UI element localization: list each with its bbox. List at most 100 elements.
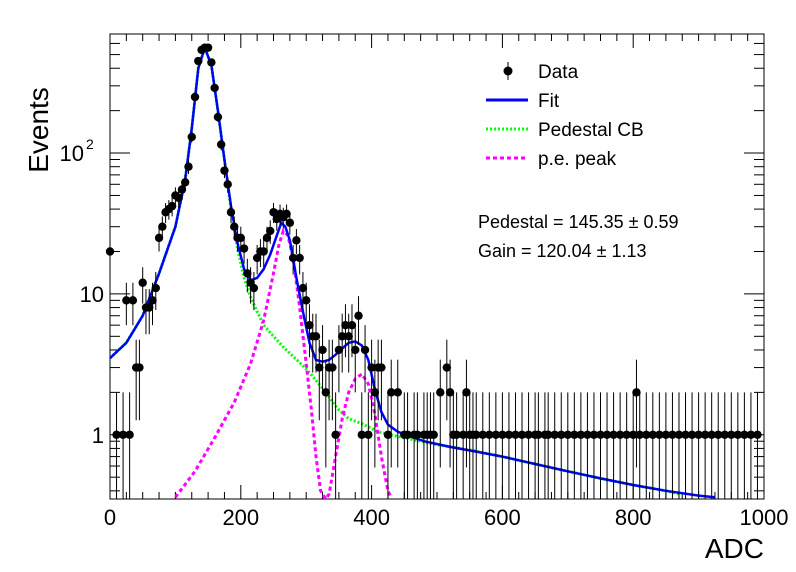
data-point bbox=[354, 311, 363, 320]
data-point bbox=[700, 430, 710, 439]
data-point bbox=[226, 208, 236, 217]
data-point bbox=[220, 166, 229, 175]
data-point bbox=[442, 363, 452, 372]
data-point bbox=[642, 430, 651, 439]
legend-marker-data bbox=[503, 66, 513, 76]
data-point bbox=[478, 430, 487, 439]
x-tick-label: 800 bbox=[615, 505, 652, 530]
data-point bbox=[344, 332, 353, 341]
data-point bbox=[602, 430, 612, 439]
data-point bbox=[252, 253, 262, 263]
data-point bbox=[543, 430, 553, 439]
data-point bbox=[243, 269, 252, 278]
data-point bbox=[472, 430, 481, 439]
data-point bbox=[213, 112, 223, 122]
data-point bbox=[315, 363, 324, 372]
data-point bbox=[305, 320, 314, 330]
data-point bbox=[292, 236, 301, 245]
data-point bbox=[694, 430, 703, 439]
data-point bbox=[190, 92, 200, 102]
data-point bbox=[524, 430, 533, 439]
data-point bbox=[216, 140, 226, 149]
data-point bbox=[177, 185, 187, 194]
data-point bbox=[318, 345, 327, 355]
data-point bbox=[295, 253, 304, 263]
data-point bbox=[387, 388, 396, 397]
data-point bbox=[321, 388, 331, 397]
data-point bbox=[298, 283, 308, 293]
data-point bbox=[269, 208, 278, 217]
data-point bbox=[364, 430, 373, 439]
data-point bbox=[360, 345, 370, 355]
data-point bbox=[145, 303, 154, 312]
data-point bbox=[125, 430, 134, 439]
data-point bbox=[122, 296, 131, 305]
data-point bbox=[135, 363, 144, 372]
data-point bbox=[282, 209, 291, 219]
data-point bbox=[632, 388, 641, 397]
data-point bbox=[128, 296, 138, 305]
data-point bbox=[429, 430, 438, 439]
data-point bbox=[629, 430, 638, 439]
data-point bbox=[550, 430, 559, 439]
data-point bbox=[112, 430, 121, 439]
data-point bbox=[413, 430, 422, 439]
x-tick-label: 1000 bbox=[740, 505, 789, 530]
data-point bbox=[733, 430, 743, 439]
legend-label: Data bbox=[538, 62, 579, 83]
data-point bbox=[302, 296, 311, 305]
fit-result-text: Gain = 120.04 ± 1.13 bbox=[478, 241, 647, 261]
data-point bbox=[207, 58, 216, 67]
data-point bbox=[583, 430, 592, 439]
data-point bbox=[154, 233, 164, 243]
data-point bbox=[462, 388, 471, 397]
data-point bbox=[181, 178, 190, 187]
legend-label: p.e. peak bbox=[538, 149, 617, 170]
annotations: Pedestal = 145.35 ± 0.59 Gain = 120.04 ± … bbox=[478, 212, 679, 261]
data-point bbox=[674, 430, 684, 439]
data-point bbox=[357, 430, 366, 439]
data-point bbox=[383, 430, 393, 439]
data-point bbox=[635, 430, 644, 439]
data-point bbox=[707, 430, 716, 439]
data-point bbox=[236, 233, 245, 243]
x-tick-label: 0 bbox=[104, 505, 116, 530]
series-line-fit bbox=[109, 43, 716, 499]
data-point bbox=[452, 430, 461, 439]
data-point bbox=[187, 132, 196, 142]
data-point bbox=[367, 363, 376, 372]
data-point bbox=[727, 430, 736, 439]
data-point bbox=[485, 430, 494, 439]
data-point bbox=[615, 430, 625, 439]
data-point bbox=[517, 430, 527, 439]
data-point bbox=[105, 247, 115, 256]
data-point bbox=[498, 430, 507, 439]
legend-label: Fit bbox=[538, 91, 560, 112]
data-point bbox=[249, 283, 259, 293]
data-point bbox=[740, 430, 749, 439]
data-point bbox=[511, 430, 520, 439]
data-point bbox=[570, 430, 579, 439]
data-point bbox=[210, 83, 219, 93]
data-point bbox=[668, 430, 677, 439]
data-point bbox=[746, 430, 756, 439]
data-point bbox=[596, 430, 605, 439]
data-point bbox=[328, 363, 337, 372]
data-point bbox=[609, 430, 618, 439]
data-point bbox=[661, 430, 671, 439]
data-point bbox=[311, 332, 321, 341]
x-tick-label: 400 bbox=[353, 505, 390, 530]
fit-result-text: Pedestal = 145.35 ± 0.59 bbox=[478, 212, 679, 232]
data-point bbox=[151, 283, 160, 293]
data-points-group bbox=[105, 43, 762, 499]
data-point bbox=[184, 162, 193, 171]
data-point bbox=[167, 201, 177, 211]
data-point bbox=[285, 218, 295, 227]
y-tick-label: 1 bbox=[92, 423, 104, 448]
data-point bbox=[239, 244, 249, 253]
data-point bbox=[714, 430, 723, 439]
data-point bbox=[118, 430, 128, 439]
